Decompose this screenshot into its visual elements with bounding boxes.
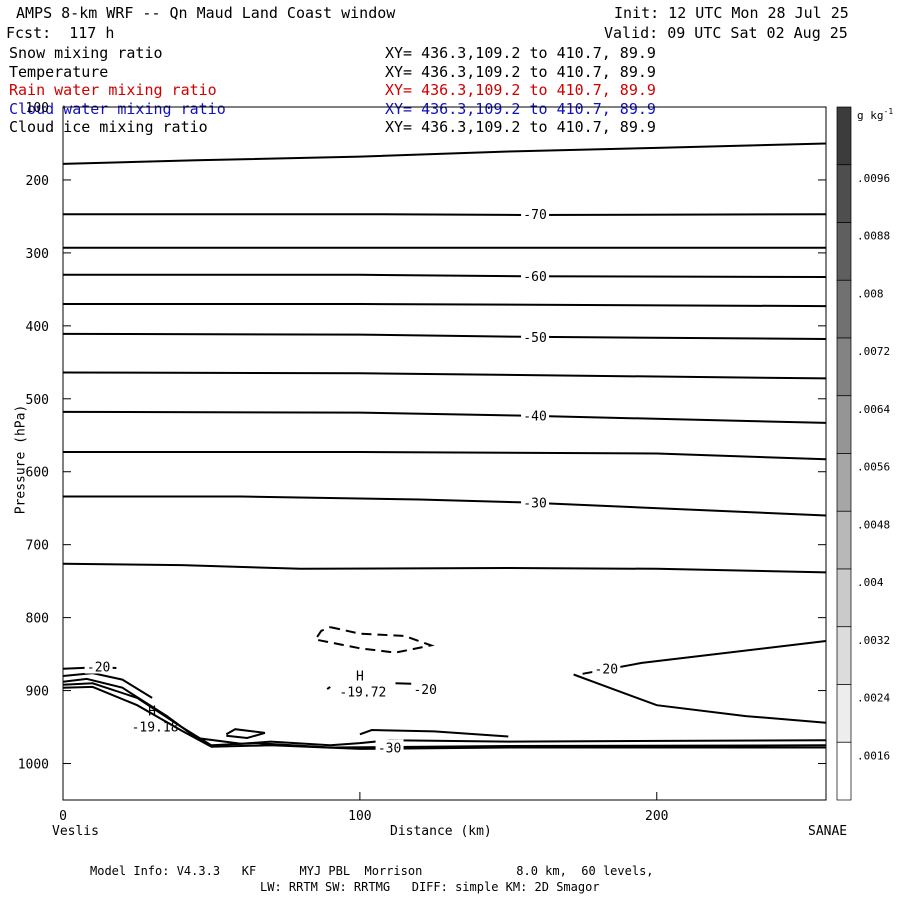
field-xy-range: XY= 436.3,109.2 to 410.7, 89.9 [385,62,656,81]
label-mask [592,660,621,676]
y-tick-label: 500 [26,393,49,408]
model-info-line1: Model Info: V4.3.3 KF MYJ PBL Morrison 8… [90,864,654,878]
label-mask [84,658,113,674]
field-name: Rain water mixing ratio [9,81,217,99]
contour-label: -40 [523,410,546,425]
y-tick-label: 600 [26,466,49,481]
valid-time: Valid: 09 UTC Sat 02 Aug 25 [604,24,848,42]
colorbar-tick-label: .0032 [857,634,890,647]
colorbar-cell [836,510,852,570]
isotherm [63,273,826,278]
model-info-line2: LW: RRTM SW: RRTMG DIFF: simple KM: 2D S… [260,880,600,894]
colorbar-tick-label: .0096 [857,172,890,185]
label-mask [521,206,550,222]
isotherm [63,142,826,165]
colorbar-cell [836,568,852,628]
label-mask [521,494,550,510]
colorbar-cell [836,279,852,339]
colorbar-tick-label: .0024 [857,692,890,705]
field-name: Snow mixing ratio [9,44,163,62]
colorbar-tick-label: .0088 [857,230,890,243]
field-name: Cloud water mixing ratio [9,99,226,118]
colorbar-tick-label: .0048 [857,518,890,531]
colorbar-cell [836,626,852,685]
label-mask [521,328,550,344]
colorbar-unit: g kg-1 [857,107,893,122]
x-tick-label: 100 [348,809,371,824]
isotherm [573,673,827,724]
x-tick-label: 200 [645,809,668,824]
contour-label: -70 [523,208,546,223]
surface-contour [62,682,827,749]
colorbar-cell [836,453,852,512]
contour-label: -50 [523,331,546,346]
colorbar-tick-label: .0056 [857,461,890,474]
field-xy-range: XY= 436.3,109.2 to 410.7, 89.9 [385,99,656,118]
contour-label: -20 [595,663,618,678]
field-xy-range: XY= 436.3,109.2 to 410.7, 89.9 [385,118,656,136]
extremum-symbol: H [148,704,156,719]
colorbar-cell [836,106,852,166]
y-tick-label: 1000 [18,758,49,773]
left-endpoint-label: Veslis [52,824,99,839]
label-mask [521,268,550,284]
label-mask [375,739,404,755]
forecast-hour: Fcst: 117 h [6,24,115,42]
contour-label: -20 [87,661,110,676]
y-tick-label: 100 [26,101,49,116]
x-tick-label: 0 [59,809,67,824]
colorbar-tick-label: .0072 [857,345,890,358]
y-tick-label: 200 [26,174,49,189]
isotherm [63,451,826,461]
init-time: Init: 12 UTC Mon 28 Jul 25 [614,4,849,22]
colorbar-tick-label: .0064 [857,403,890,416]
extremum-symbol: H [356,669,364,684]
surface-contour [62,672,153,699]
isotherm [63,332,826,340]
chart-title: AMPS 8-km WRF -- Qn Maud Land Coast wind… [16,4,396,22]
field-name: Cloud ice mixing ratio [9,118,208,136]
x-axis-label: Distance (km) [390,824,492,839]
y-tick-label: 900 [26,685,49,700]
contour-label: -60 [523,270,546,285]
y-tick-label: 300 [26,247,49,262]
y-tick-label: 400 [26,320,49,335]
isotherm [326,686,331,690]
field-xy-range: XY= 436.3,109.2 to 410.7, 89.9 [385,81,656,99]
isotherm [359,728,509,738]
isotherm [63,213,826,217]
colorbar-cell [836,222,852,281]
label-mask [521,407,550,423]
colorbar-cell [836,337,852,397]
label-mask [411,681,440,697]
field-name: Temperature [9,62,109,81]
isotherm [63,562,826,574]
isotherm [63,495,826,517]
y-tick-label: 800 [26,612,49,627]
colorbar-cell [836,741,852,801]
contour-label: -20 [413,683,436,698]
y-tick-label: 700 [26,539,49,554]
contour-label: -30 [378,741,401,756]
isotherm [63,371,826,380]
y-axis-label: Pressure (hPa) [13,404,29,515]
colorbar-tick-label: .0016 [857,749,890,762]
right-endpoint-label: SANAE [808,824,848,839]
surface-contour [62,685,826,750]
isotherm [63,303,826,308]
plot-frame [62,106,827,801]
field-xy-range: XY= 436.3,109.2 to 410.7, 89.9 [385,44,656,62]
dashed-contour [313,626,435,654]
colorbar-cell [836,164,852,223]
colorbar-tick-label: .008 [857,287,884,300]
colorbar-cell [836,395,852,454]
colorbar-cell [836,684,852,743]
isotherm [63,410,826,424]
extremum-value: -19.72 [339,685,386,700]
contour-label: -30 [523,496,546,511]
colorbar-tick-label: .004 [857,576,884,589]
extremum-value: -19.18 [132,720,179,735]
closed-contour [225,728,266,740]
